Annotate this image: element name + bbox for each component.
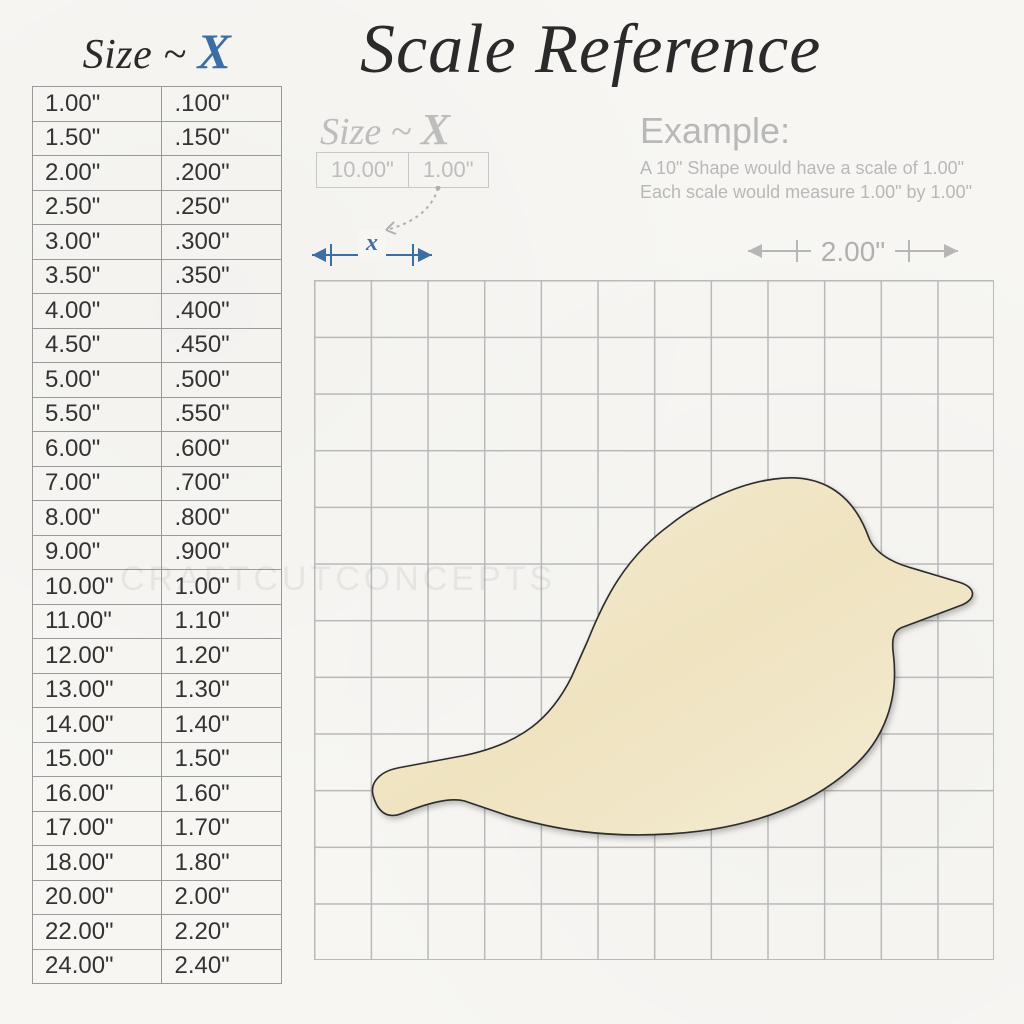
table-row: 8.00".800" — [33, 501, 282, 536]
cell-size: 18.00" — [33, 846, 162, 881]
cell-x: .600" — [162, 432, 282, 467]
cell-size: 24.00" — [33, 949, 162, 984]
cell-x: 1.40" — [162, 708, 282, 743]
cell-size: 3.50" — [33, 259, 162, 294]
table-row: 15.00"1.50" — [33, 742, 282, 777]
table-row: 5.50".550" — [33, 397, 282, 432]
cell-size: 2.50" — [33, 190, 162, 225]
table-row: 3.00".300" — [33, 225, 282, 260]
page-title: Scale Reference — [360, 10, 821, 90]
cell-x: 1.10" — [162, 604, 282, 639]
cell-x: .700" — [162, 466, 282, 501]
table-row: 14.00"1.40" — [33, 708, 282, 743]
watermark: CRAFTCUTCONCEPTS — [120, 560, 556, 599]
cell-size: 8.00" — [33, 501, 162, 536]
cell-x: .300" — [162, 225, 282, 260]
cell-x: .100" — [162, 87, 282, 122]
cell-size: 4.00" — [33, 294, 162, 329]
table-row: 7.00".700" — [33, 466, 282, 501]
cell-x: .200" — [162, 156, 282, 191]
cell-x: 1.80" — [162, 846, 282, 881]
cell-x: .150" — [162, 121, 282, 156]
cell-x: 1.60" — [162, 777, 282, 812]
cell-size: 7.00" — [33, 466, 162, 501]
cell-size: 1.00" — [33, 87, 162, 122]
mini-cell-size: 10.00" — [317, 153, 409, 188]
cell-x: .800" — [162, 501, 282, 536]
cell-size: 15.00" — [33, 742, 162, 777]
cell-size: 20.00" — [33, 880, 162, 915]
table-row: 22.00"2.20" — [33, 915, 282, 950]
cell-x: 2.20" — [162, 915, 282, 950]
cell-x: .550" — [162, 397, 282, 432]
cell-x: 1.50" — [162, 742, 282, 777]
mini-header: Size ~ X — [320, 104, 450, 155]
table-row: 4.50".450" — [33, 328, 282, 363]
table-row: 12.00"1.20" — [33, 639, 282, 674]
two-inch-label: 2.00" — [811, 236, 895, 268]
example-block: Example: A 10" Shape would have a scale … — [640, 110, 1000, 205]
table-row: 1.00".100" — [33, 87, 282, 122]
cell-size: 13.00" — [33, 673, 162, 708]
table-row: 20.00"2.00" — [33, 880, 282, 915]
cell-size: 3.00" — [33, 225, 162, 260]
cell-x: .500" — [162, 363, 282, 398]
cell-x: .400" — [162, 294, 282, 329]
cell-size: 14.00" — [33, 708, 162, 743]
mini-header-x: X — [421, 105, 450, 154]
table-row: 2.00".200" — [33, 156, 282, 191]
example-line-1: A 10" Shape would have a scale of 1.00" — [640, 156, 1000, 180]
cell-x: 1.30" — [162, 673, 282, 708]
bird-shape — [324, 360, 984, 920]
table-row: 2.50".250" — [33, 190, 282, 225]
scale-table: 1.00".100"1.50".150"2.00".200"2.50".250"… — [32, 86, 282, 984]
table-row: 17.00"1.70" — [33, 811, 282, 846]
cell-size: 6.00" — [33, 432, 162, 467]
table-row: 18.00"1.80" — [33, 846, 282, 881]
cell-x: 1.70" — [162, 811, 282, 846]
cell-size: 5.50" — [33, 397, 162, 432]
x-marker-label: x — [358, 230, 386, 257]
cell-size: 2.00" — [33, 156, 162, 191]
cell-size: 22.00" — [33, 915, 162, 950]
cell-x: .450" — [162, 328, 282, 363]
cell-size: 5.00" — [33, 363, 162, 398]
cell-size: 17.00" — [33, 811, 162, 846]
mini-example-table: 10.00" 1.00" — [316, 152, 489, 188]
example-line-2: Each scale would measure 1.00" by 1.00" — [640, 180, 1000, 204]
table-row: 4.00".400" — [33, 294, 282, 329]
cell-size: 1.50" — [33, 121, 162, 156]
table-row: 13.00"1.30" — [33, 673, 282, 708]
table-row: 6.00".600" — [33, 432, 282, 467]
scale-table-header: Size ~ X — [32, 22, 282, 80]
scale-table-header-x: X — [198, 23, 232, 79]
cell-size: 16.00" — [33, 777, 162, 812]
table-row: 3.50".350" — [33, 259, 282, 294]
example-title: Example: — [640, 110, 1000, 152]
table-row: 11.00"1.10" — [33, 604, 282, 639]
scale-table-header-label: Size ~ — [83, 32, 187, 78]
cell-size: 12.00" — [33, 639, 162, 674]
mini-header-label: Size ~ — [320, 111, 411, 153]
cell-x: .250" — [162, 190, 282, 225]
two-inch-marker: 2.00" — [748, 232, 958, 272]
cell-x: 2.00" — [162, 880, 282, 915]
reference-grid — [314, 280, 994, 960]
cell-size: 4.50" — [33, 328, 162, 363]
mini-cell-x: 1.00" — [408, 153, 488, 188]
table-row: 24.00"2.40" — [33, 949, 282, 984]
table-row: 5.00".500" — [33, 363, 282, 398]
scale-table-panel: Size ~ X 1.00".100"1.50".150"2.00".200"2… — [32, 22, 282, 984]
x-dimension-marker: x — [312, 236, 432, 276]
cell-x: .350" — [162, 259, 282, 294]
cell-size: 11.00" — [33, 604, 162, 639]
cell-x: 2.40" — [162, 949, 282, 984]
cell-x: 1.20" — [162, 639, 282, 674]
table-row: 1.50".150" — [33, 121, 282, 156]
table-row: 16.00"1.60" — [33, 777, 282, 812]
